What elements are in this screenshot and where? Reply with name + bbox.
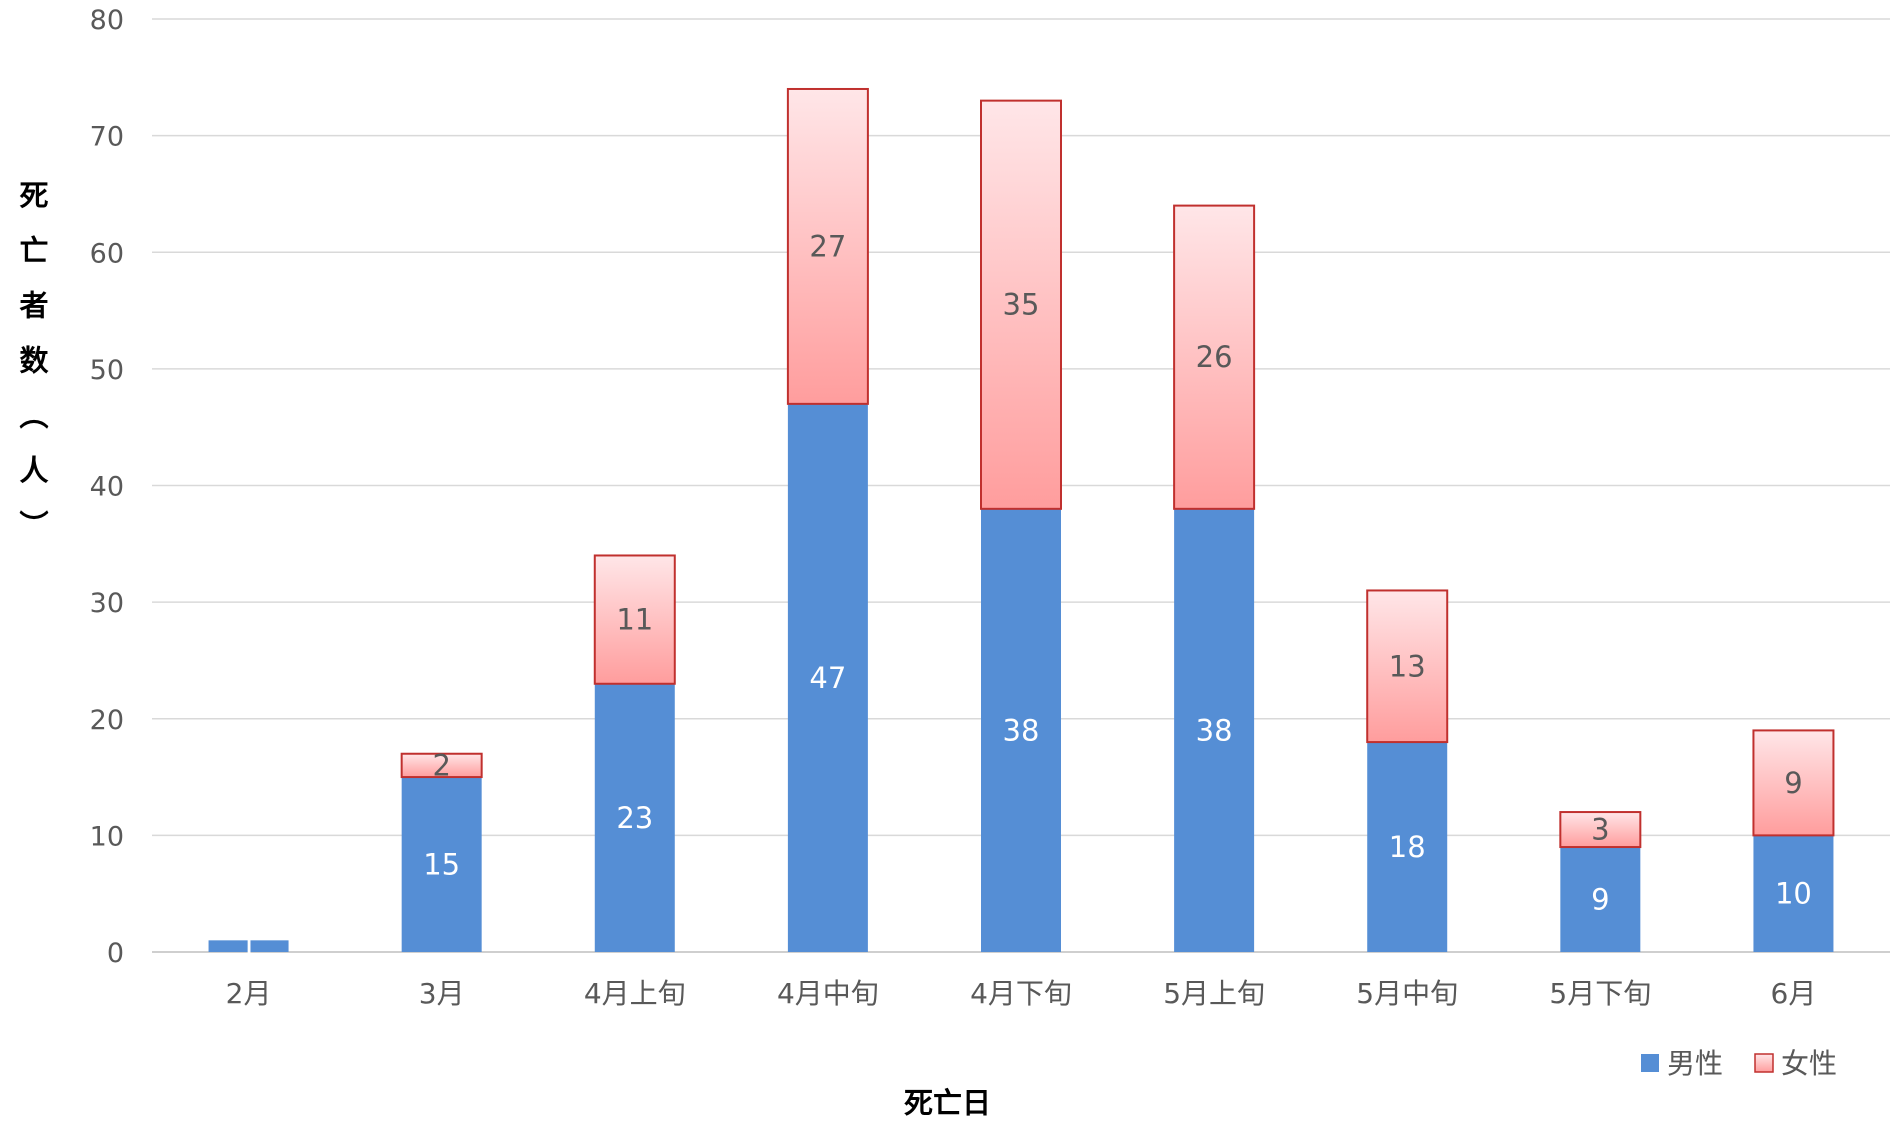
x-tick-label: 5月中旬 bbox=[1356, 977, 1458, 1010]
bar-female bbox=[1752, 729, 1835, 837]
x-axis-title: 死亡日 bbox=[903, 1086, 991, 1120]
data-label-male: 38 bbox=[1003, 713, 1040, 747]
y-tick-label: 20 bbox=[90, 705, 124, 736]
x-tick-label: 4月下旬 bbox=[970, 977, 1072, 1010]
bar-female bbox=[1366, 589, 1449, 744]
data-label-male: 9 bbox=[1591, 883, 1609, 917]
data-label-male: 15 bbox=[423, 848, 460, 882]
x-tick-label: 2月 bbox=[226, 977, 272, 1010]
x-tick-label: 4月中旬 bbox=[777, 977, 879, 1010]
y-tick-label: 0 bbox=[107, 938, 124, 969]
legend-swatch-male bbox=[1641, 1054, 1659, 1072]
data-label-female: 3 bbox=[1591, 813, 1609, 847]
legend-label-male: 男性 bbox=[1667, 1047, 1723, 1080]
bar-female bbox=[1173, 204, 1256, 510]
data-label-female: 11 bbox=[616, 603, 653, 637]
data-label-male: 38 bbox=[1196, 713, 1233, 747]
data-label-male: 18 bbox=[1389, 830, 1426, 864]
data-label-male: 1 bbox=[239, 929, 257, 963]
legend-label-female: 女性 bbox=[1781, 1047, 1837, 1080]
bar-female bbox=[1559, 811, 1642, 849]
y-tick-label: 30 bbox=[90, 588, 124, 619]
bar-male bbox=[981, 508, 1061, 952]
bar-male bbox=[594, 683, 675, 952]
data-label-female: 26 bbox=[1196, 340, 1233, 374]
x-tick-label: 4月上旬 bbox=[584, 977, 686, 1010]
bar-female bbox=[786, 87, 869, 405]
y-tick-label: 80 bbox=[90, 5, 124, 36]
bar-male bbox=[208, 940, 289, 952]
bar-male bbox=[1174, 508, 1255, 952]
data-label-female: 27 bbox=[809, 229, 846, 263]
y-tick-label: 50 bbox=[90, 355, 124, 386]
bar-female bbox=[980, 99, 1062, 510]
y-tick-label: 10 bbox=[90, 821, 124, 852]
data-label-male: 23 bbox=[616, 801, 653, 835]
bar-male bbox=[1560, 847, 1641, 952]
bar-male bbox=[401, 777, 482, 952]
x-tick-label: 5月上旬 bbox=[1163, 977, 1265, 1010]
data-label-female: 35 bbox=[1003, 288, 1040, 322]
bar-male bbox=[1367, 742, 1448, 952]
y-tick-label: 70 bbox=[90, 122, 124, 153]
bar-female bbox=[593, 554, 676, 685]
y-tick-label: 60 bbox=[90, 238, 124, 269]
data-label-female: 2 bbox=[432, 748, 450, 782]
legend-swatch-female bbox=[1754, 1053, 1774, 1073]
bar-male bbox=[1753, 835, 1834, 952]
x-tick-label: 6月 bbox=[1771, 977, 1817, 1010]
y-axis-title: 死亡者数（人） bbox=[15, 180, 49, 565]
data-label-male: 47 bbox=[809, 661, 846, 695]
data-label-female: 13 bbox=[1389, 649, 1426, 683]
bar-male bbox=[787, 403, 868, 952]
y-tick-label: 40 bbox=[90, 472, 124, 503]
data-label-male: 10 bbox=[1775, 877, 1812, 911]
x-tick-label: 5月下旬 bbox=[1549, 977, 1651, 1010]
bar-female bbox=[400, 752, 483, 779]
x-tick-label: 3月 bbox=[419, 977, 465, 1010]
data-label-female: 9 bbox=[1784, 766, 1802, 800]
